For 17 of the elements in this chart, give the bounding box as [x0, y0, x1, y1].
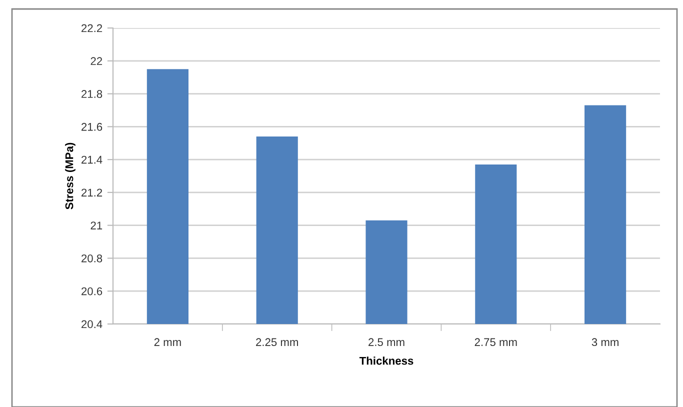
y-tick-label: 22 — [90, 57, 102, 65]
y-tick-label: 21 — [90, 222, 102, 230]
y-tick-label: 21.8 — [82, 90, 102, 98]
y-axis-title: Stress (MPa) — [65, 142, 76, 210]
y-tick-label: 21.2 — [82, 188, 102, 196]
x-tick-label: 2.25 mm — [256, 338, 298, 346]
x-axis-title: Thickness — [359, 356, 414, 365]
y-tick-label: 20.4 — [82, 320, 102, 328]
x-tick-label: 2 mm — [154, 338, 181, 346]
y-tick-label: 21.4 — [82, 156, 102, 164]
x-tick-label: 2.5 mm — [368, 338, 404, 346]
y-tick-label: 20.6 — [82, 287, 102, 296]
y-tick-label: 21.6 — [82, 122, 102, 131]
y-tick-label: 20.8 — [82, 254, 102, 262]
x-tick-label: 2.75 mm — [474, 338, 517, 346]
x-tick-label: 3 mm — [592, 338, 618, 346]
y-tick-label: 22.2 — [82, 24, 102, 32]
